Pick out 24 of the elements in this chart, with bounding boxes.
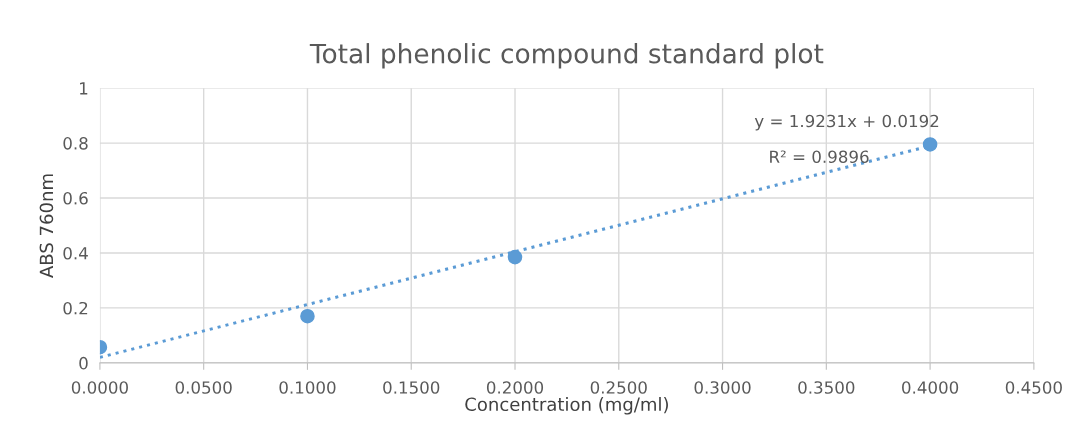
point [922, 137, 938, 152]
x-tick-label: 0.0500 [175, 381, 232, 394]
x-tick-label: 0.1000 [279, 381, 336, 394]
y-tick-label: 0.8 [63, 137, 88, 150]
x-tick-label: 0.3000 [694, 381, 751, 394]
y-tick-label: 0.4 [63, 246, 88, 260]
y-tick-label: 1 [80, 82, 88, 95]
x-tick-label: 0.2500 [590, 381, 647, 394]
y-tick-label: 0.2 [63, 301, 88, 315]
y-axis-title: ABS 760nm [39, 174, 54, 278]
x-tick-label: 0.4000 [902, 381, 959, 394]
x-tick-label: 0.2000 [486, 381, 544, 394]
x-tick-label: 0.3500 [798, 381, 855, 394]
chart-title: Total phenolic compound standard plot [309, 43, 824, 69]
x-axis-title: Concentration (mg/ml) [465, 397, 668, 415]
x-tick-label: 0.1500 [383, 381, 440, 394]
y-tick-label: 0.6 [63, 191, 88, 205]
point [300, 308, 315, 324]
y-tick-label: 0 [79, 356, 88, 370]
x-tick-label: 0.4500 [1005, 381, 1062, 394]
x-tick-label: 0.0000 [71, 381, 128, 394]
point [507, 249, 523, 265]
annotation: R² = 0.9896 [770, 150, 869, 164]
annotation: y = 1.9231x + 0.0192 [754, 114, 939, 131]
